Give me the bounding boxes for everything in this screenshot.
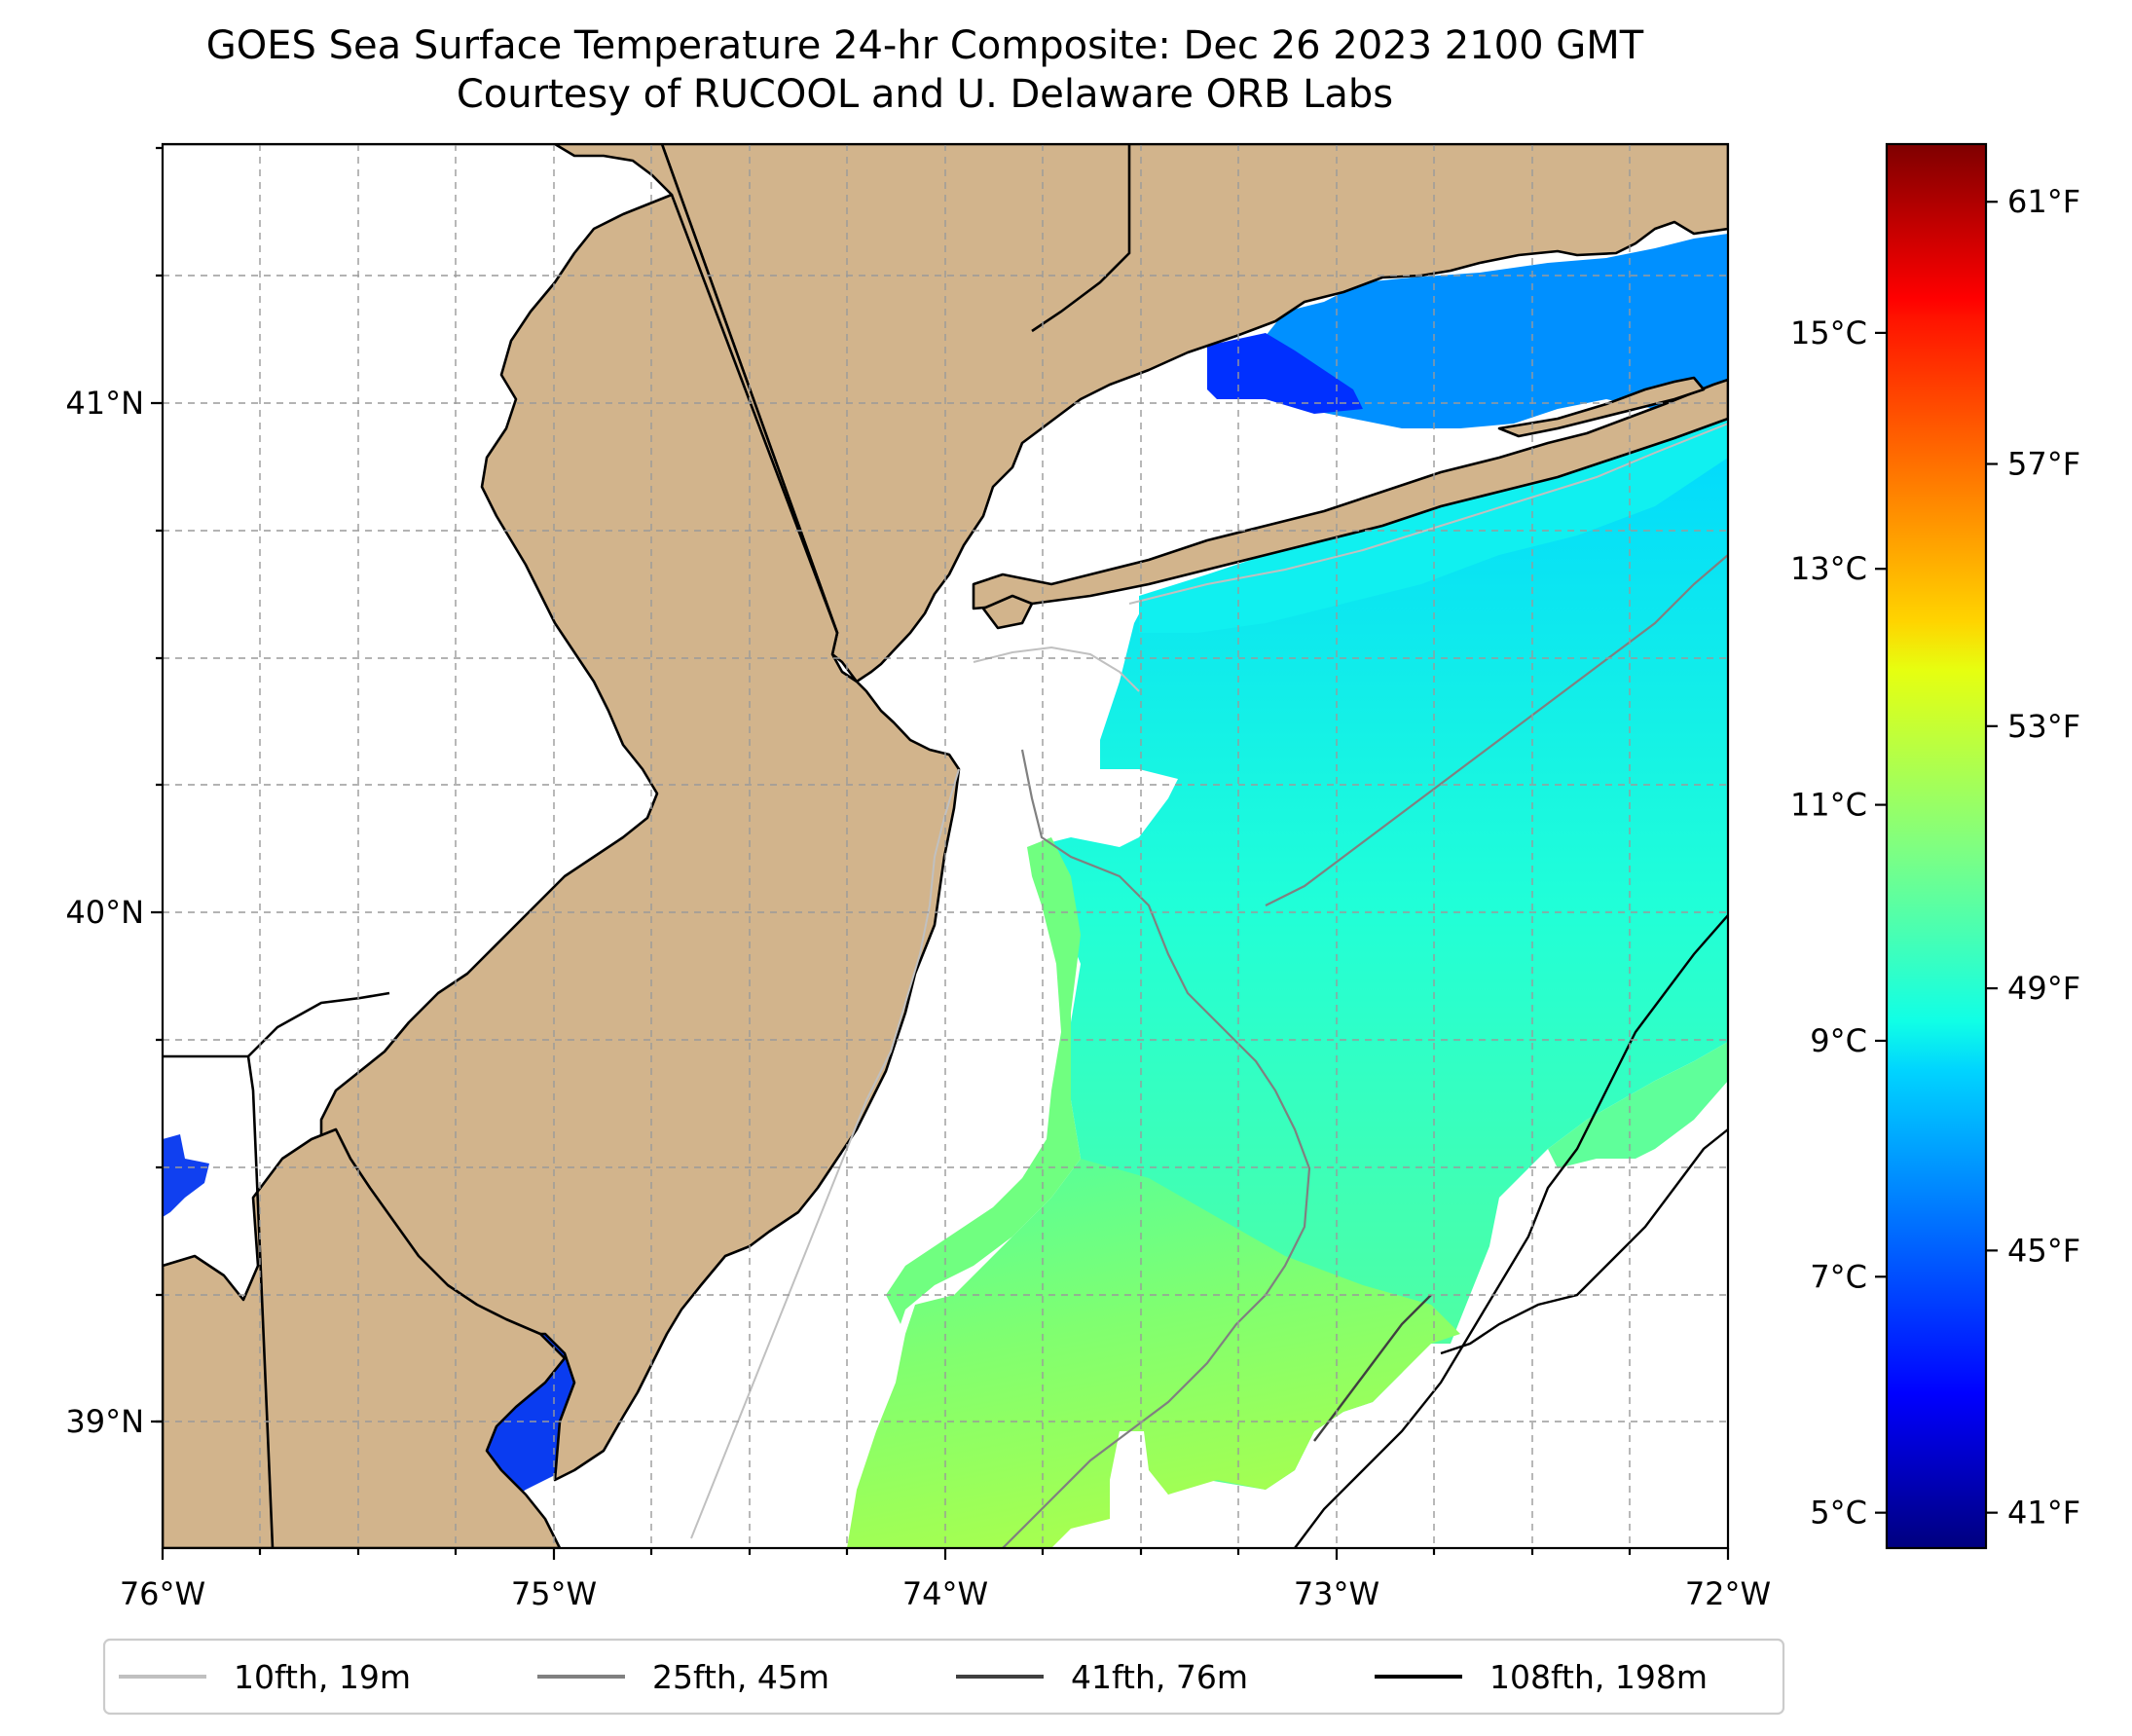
state-borders <box>163 144 1131 1548</box>
colorbar-celsius-label: 9°C <box>1810 1022 1867 1059</box>
latitude-tick-labels: 39°N 40°N 41°N <box>65 385 144 1440</box>
colorbar-celsius-axis: 5°C 7°C 9°C 11°C 13°C 15°C <box>1790 314 1887 1532</box>
map-title: GOES Sea Surface Temperature 24-hr Compo… <box>0 21 1850 119</box>
colorbar-fahrenheit-label: 41°F <box>2007 1495 2080 1532</box>
land-staten-island <box>981 594 1034 630</box>
legend-label: 25fth, 45m <box>652 1658 829 1696</box>
lat-tick-label: 39°N <box>65 1403 144 1440</box>
sst-south-warm <box>847 1159 1460 1548</box>
lat-tick-label: 41°N <box>65 385 144 422</box>
colorbar-fahrenheit-label: 61°F <box>2007 183 2080 220</box>
longitude-tick-labels: 76°W 75°W 74°W 73°W 72°W <box>120 1575 1771 1612</box>
contour-41fth <box>1313 1294 1432 1442</box>
longitude-minor-ticks <box>258 1548 1632 1555</box>
colorbar: 5°C 7°C 9°C 11°C 13°C 15°C 41°F 45°F 49°F 53°F 57… <box>1790 142 2080 1550</box>
gridlines <box>163 144 1728 1548</box>
colorbar-gradient <box>1885 142 1988 1550</box>
legend-box <box>102 1638 1785 1716</box>
border-pa-de <box>163 1054 275 1548</box>
title-line-1: GOES Sea Surface Temperature 24-hr Compo… <box>205 23 1644 68</box>
latitude-major-ticks <box>151 401 163 1423</box>
lon-tick-label: 75°W <box>511 1575 597 1612</box>
contour-108fth <box>1294 914 1728 1548</box>
sst-far-east <box>1548 1042 1728 1168</box>
lat-tick-label: 40°N <box>65 894 144 931</box>
title-line-2: Courtesy of RUCOOL and U. Delaware ORB L… <box>456 72 1394 117</box>
lon-tick-label: 76°W <box>120 1575 205 1612</box>
colorbar-celsius-label: 5°C <box>1810 1495 1867 1532</box>
colorbar-celsius-label: 7°C <box>1810 1258 1867 1295</box>
colorbar-fahrenheit-label: 45°F <box>2007 1232 2080 1269</box>
contour-25fth <box>1002 749 1311 1548</box>
land-long-island-north-fork <box>1497 376 1706 438</box>
colorbar-celsius-label: 11°C <box>1790 787 1867 824</box>
longitude-major-ticks <box>161 1548 1730 1560</box>
longitude-axis <box>161 1548 1730 1560</box>
colorbar-celsius-label: 13°C <box>1790 550 1867 587</box>
border-ny-nj <box>670 194 839 634</box>
contour-25fth-shelf-break <box>1265 554 1728 906</box>
legend-label: 41fth, 76m <box>1071 1658 1248 1696</box>
lon-tick-label: 72°W <box>1685 1575 1771 1612</box>
lon-tick-label: 73°W <box>1294 1575 1379 1612</box>
lon-tick-label: 74°W <box>902 1575 988 1612</box>
colorbar-fahrenheit-label: 57°F <box>2007 446 2080 483</box>
land <box>163 144 1728 1548</box>
legend-item: 108fth, 198m <box>1375 1658 1708 1696</box>
land-new-england-ct <box>660 144 1728 683</box>
colorbar-fahrenheit-label: 53°F <box>2007 708 2080 745</box>
map-area <box>163 144 1728 1548</box>
contour-10fth-ny-bight <box>973 423 1728 692</box>
sst-west-coastal <box>886 837 1081 1324</box>
sst-long-island-south-shore <box>1139 409 1728 633</box>
border-ny-ct <box>1031 144 1131 333</box>
gridlines-longitude <box>259 144 1631 1548</box>
legend-label: 108fth, 198m <box>1489 1658 1708 1696</box>
legend-item: 10fth, 19m <box>119 1658 411 1696</box>
border-de-md <box>247 991 390 1057</box>
land-long-island <box>972 378 1728 610</box>
sst-long-island-sound-west <box>1207 333 1363 414</box>
contour-108fth-hudson-canyon <box>1440 1128 1728 1355</box>
legend-item: 41fth, 76m <box>956 1658 1248 1696</box>
colorbar-fahrenheit-label: 49°F <box>2007 970 2080 1007</box>
contour-legend: 10fth, 19m 25fth, 45m 41fth, 76m 108fth,… <box>102 1638 1785 1716</box>
sst-field <box>163 234 1728 1548</box>
colorbar-celsius-label: 15°C <box>1790 314 1867 351</box>
colorbar-fahrenheit-axis: 41°F 45°F 49°F 53°F 57°F 61°F <box>1986 183 2080 1532</box>
land-delmarva <box>163 1127 567 1548</box>
legend-item: 25fth, 45m <box>537 1658 829 1696</box>
latitude-axis <box>151 146 163 1423</box>
legend-label: 10fth, 19m <box>234 1658 411 1696</box>
sst-chesapeake-fragment <box>163 1134 209 1217</box>
